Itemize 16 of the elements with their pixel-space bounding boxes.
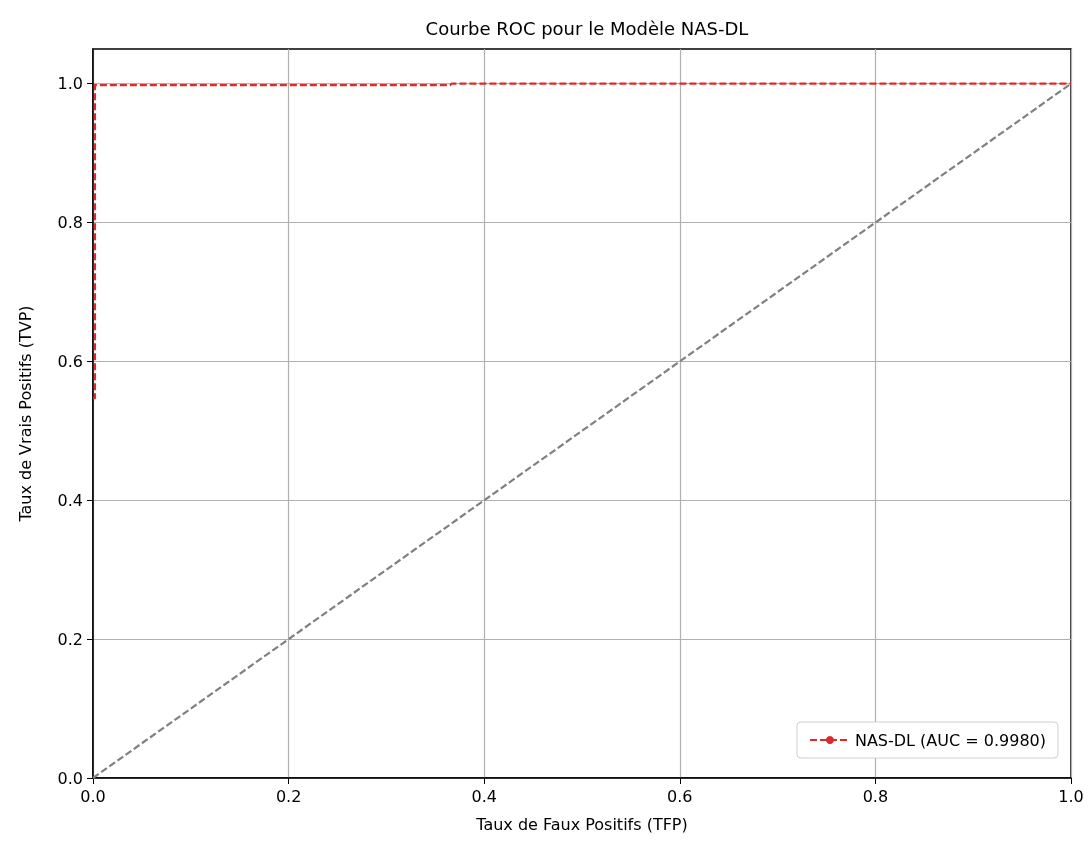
x-tick-label: 0.4 (471, 786, 497, 806)
legend-label: NAS-DL (AUC = 0.9980) (854, 730, 1047, 750)
y-tick-label: 0.6 (57, 351, 83, 371)
x-tick-label: 0.2 (275, 786, 302, 806)
chart-title: Courbe ROC pour le Modèle NAS-DL (425, 17, 749, 39)
x-tick-label: 1.0 (1058, 786, 1084, 806)
y-tick-label: 0.4 (57, 490, 83, 510)
x-tick-label: 0.0 (80, 786, 106, 806)
y-tick-label: 0.2 (57, 629, 83, 649)
y-tick-label: 0.0 (57, 768, 83, 788)
x-tick-label: 0.6 (667, 786, 693, 806)
y-axis-title: Taux de Vrais Positifs (TVP) (15, 305, 35, 523)
x-axis-title: Taux de Faux Positifs (TFP) (475, 814, 688, 834)
x-tick-label: 0.8 (862, 786, 889, 806)
y-tick-label: 1.0 (57, 74, 83, 94)
y-tick-label: 0.8 (57, 213, 83, 233)
